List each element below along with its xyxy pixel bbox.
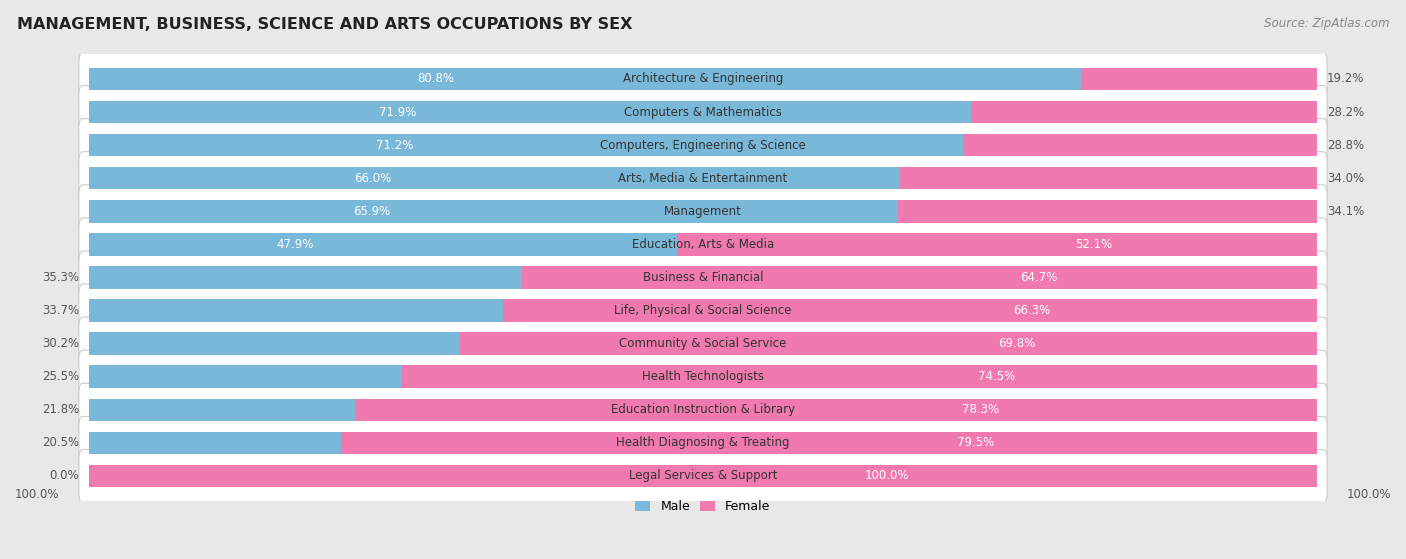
Text: 20.5%: 20.5% bbox=[42, 437, 79, 449]
Text: 19.2%: 19.2% bbox=[1327, 73, 1364, 86]
Text: 21.8%: 21.8% bbox=[42, 403, 79, 416]
FancyBboxPatch shape bbox=[79, 284, 1327, 337]
Bar bbox=[963, 134, 1317, 157]
Bar bbox=[460, 333, 1317, 355]
Text: Computers, Engineering & Science: Computers, Engineering & Science bbox=[600, 139, 806, 151]
Text: 79.5%: 79.5% bbox=[957, 437, 994, 449]
FancyBboxPatch shape bbox=[79, 317, 1327, 370]
Bar bbox=[89, 299, 503, 322]
Text: 0.0%: 0.0% bbox=[49, 470, 79, 482]
Text: Business & Financial: Business & Financial bbox=[643, 271, 763, 284]
Bar bbox=[89, 200, 898, 222]
Bar bbox=[898, 200, 1317, 222]
Bar bbox=[89, 366, 402, 388]
Text: Legal Services & Support: Legal Services & Support bbox=[628, 470, 778, 482]
Text: 34.1%: 34.1% bbox=[1327, 205, 1364, 218]
Bar bbox=[89, 266, 523, 288]
Bar bbox=[89, 233, 678, 255]
FancyBboxPatch shape bbox=[79, 350, 1327, 403]
FancyBboxPatch shape bbox=[79, 218, 1327, 271]
Bar bbox=[678, 233, 1317, 255]
Legend: Male, Female: Male, Female bbox=[631, 496, 775, 517]
Bar bbox=[900, 167, 1317, 190]
Text: Life, Physical & Social Science: Life, Physical & Social Science bbox=[614, 304, 792, 317]
Bar bbox=[89, 333, 460, 355]
Text: 69.8%: 69.8% bbox=[998, 337, 1036, 350]
Text: 28.2%: 28.2% bbox=[1327, 106, 1364, 119]
Bar bbox=[89, 101, 972, 124]
Bar bbox=[402, 366, 1317, 388]
Bar bbox=[89, 68, 1081, 90]
Bar bbox=[89, 167, 900, 190]
Bar bbox=[503, 299, 1317, 322]
Text: 66.3%: 66.3% bbox=[1014, 304, 1050, 317]
Text: 47.9%: 47.9% bbox=[276, 238, 314, 251]
Text: 100.0%: 100.0% bbox=[865, 470, 910, 482]
Text: 66.0%: 66.0% bbox=[354, 172, 391, 184]
Text: 100.0%: 100.0% bbox=[1347, 488, 1391, 501]
Bar bbox=[970, 101, 1317, 124]
Text: MANAGEMENT, BUSINESS, SCIENCE AND ARTS OCCUPATIONS BY SEX: MANAGEMENT, BUSINESS, SCIENCE AND ARTS O… bbox=[17, 17, 633, 32]
FancyBboxPatch shape bbox=[79, 383, 1327, 436]
Text: 35.3%: 35.3% bbox=[42, 271, 79, 284]
FancyBboxPatch shape bbox=[79, 119, 1327, 172]
Text: Community & Social Service: Community & Social Service bbox=[619, 337, 787, 350]
Bar bbox=[356, 399, 1317, 421]
Text: 64.7%: 64.7% bbox=[1021, 271, 1057, 284]
Text: Health Technologists: Health Technologists bbox=[643, 370, 763, 383]
FancyBboxPatch shape bbox=[79, 86, 1327, 139]
Text: Source: ZipAtlas.com: Source: ZipAtlas.com bbox=[1264, 17, 1389, 30]
Text: 30.2%: 30.2% bbox=[42, 337, 79, 350]
Text: 25.5%: 25.5% bbox=[42, 370, 79, 383]
FancyBboxPatch shape bbox=[79, 416, 1327, 470]
FancyBboxPatch shape bbox=[79, 185, 1327, 238]
Text: 78.3%: 78.3% bbox=[962, 403, 1000, 416]
Text: 100.0%: 100.0% bbox=[15, 488, 59, 501]
Bar bbox=[89, 399, 357, 421]
Text: Management: Management bbox=[664, 205, 742, 218]
Text: 65.9%: 65.9% bbox=[353, 205, 391, 218]
Text: 74.5%: 74.5% bbox=[979, 370, 1015, 383]
Text: Computers & Mathematics: Computers & Mathematics bbox=[624, 106, 782, 119]
Text: 71.2%: 71.2% bbox=[377, 139, 413, 151]
Bar bbox=[89, 465, 1317, 487]
Bar bbox=[1081, 68, 1317, 90]
Bar bbox=[89, 432, 340, 454]
Bar bbox=[523, 266, 1317, 288]
Text: 28.8%: 28.8% bbox=[1327, 139, 1364, 151]
Text: Health Diagnosing & Treating: Health Diagnosing & Treating bbox=[616, 437, 790, 449]
Text: Education Instruction & Library: Education Instruction & Library bbox=[612, 403, 794, 416]
Text: 33.7%: 33.7% bbox=[42, 304, 79, 317]
Text: Education, Arts & Media: Education, Arts & Media bbox=[631, 238, 775, 251]
Text: Architecture & Engineering: Architecture & Engineering bbox=[623, 73, 783, 86]
FancyBboxPatch shape bbox=[79, 449, 1327, 503]
Text: 52.1%: 52.1% bbox=[1074, 238, 1112, 251]
Text: 34.0%: 34.0% bbox=[1327, 172, 1364, 184]
Text: 80.8%: 80.8% bbox=[418, 73, 454, 86]
FancyBboxPatch shape bbox=[79, 251, 1327, 304]
FancyBboxPatch shape bbox=[79, 53, 1327, 106]
FancyBboxPatch shape bbox=[79, 151, 1327, 205]
Bar bbox=[89, 134, 963, 157]
Text: Arts, Media & Entertainment: Arts, Media & Entertainment bbox=[619, 172, 787, 184]
Text: 71.9%: 71.9% bbox=[380, 106, 416, 119]
Bar bbox=[340, 432, 1317, 454]
